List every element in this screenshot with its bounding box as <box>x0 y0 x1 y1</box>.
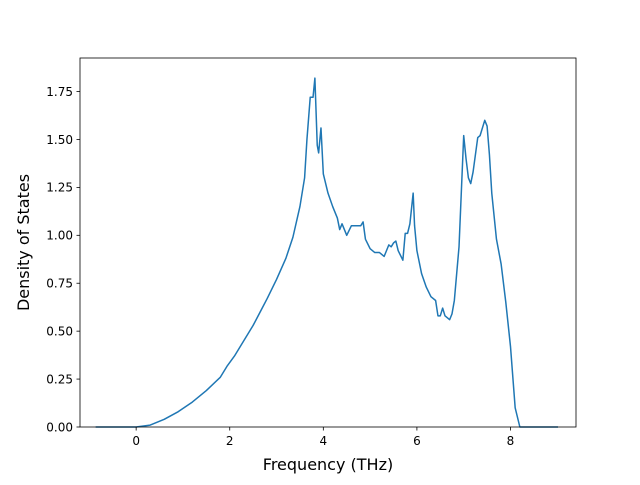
x-tick-label: 6 <box>413 434 421 448</box>
x-axis-ticks: 0 2 4 6 8 <box>132 427 514 448</box>
x-tick-label: 0 <box>132 434 140 448</box>
y-tick-label: 0.00 <box>46 420 73 434</box>
dos-series-line <box>95 77 559 428</box>
x-tick-label: 2 <box>226 434 234 448</box>
y-tick-label: 0.50 <box>46 324 73 338</box>
x-axis-title: Frequency (THz) <box>263 455 393 474</box>
plot-area-frame <box>79 57 577 428</box>
y-tick-label: 1.00 <box>46 229 73 243</box>
y-tick-label: 1.75 <box>46 85 73 99</box>
x-tick-label: 4 <box>320 434 328 448</box>
y-tick-label: 1.50 <box>46 133 73 147</box>
y-tick-label: 1.25 <box>46 181 73 195</box>
y-axis-title: Density of States <box>14 174 33 311</box>
x-tick-label: 8 <box>507 434 515 448</box>
plot-area-background <box>80 58 576 427</box>
y-tick-label: 0.25 <box>46 372 73 386</box>
y-axis-ticks: 0.00 0.25 0.50 0.75 1.00 1.25 1.50 1.75 <box>46 85 80 434</box>
y-tick-label: 0.75 <box>46 277 73 291</box>
